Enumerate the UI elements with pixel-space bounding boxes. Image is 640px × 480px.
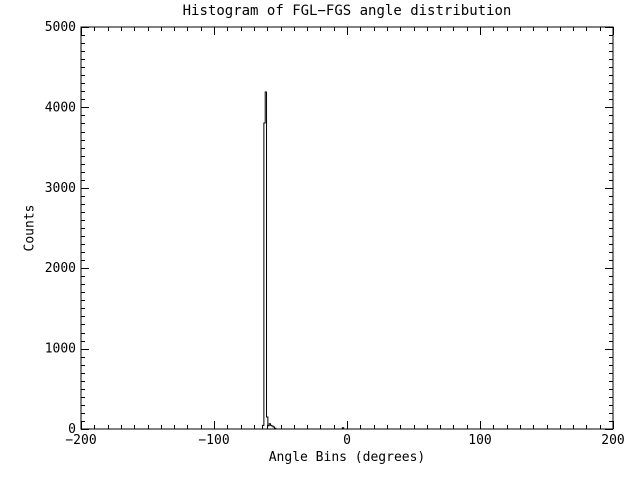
histogram-line	[259, 91, 347, 430]
y-tick-label: 0	[68, 422, 76, 437]
chart-title: Histogram of FGL−FGS angle distribution	[182, 3, 512, 19]
plot-frame	[80, 26, 614, 430]
x-tick-label: 100	[468, 433, 491, 448]
y-tick-label: 5000	[45, 20, 76, 35]
x-tick-label: 0	[343, 433, 351, 448]
x-tick-label: 200	[601, 433, 624, 448]
x-axis-label: Angle Bins (degrees)	[268, 450, 426, 465]
y-tick-label: 2000	[45, 261, 76, 276]
y-tick-label: 4000	[45, 100, 76, 115]
y-tick-label: 1000	[45, 342, 76, 357]
y-tick-label: 3000	[45, 181, 76, 196]
x-tick-label: −100	[198, 433, 229, 448]
x-tick-label: −200	[65, 433, 96, 448]
